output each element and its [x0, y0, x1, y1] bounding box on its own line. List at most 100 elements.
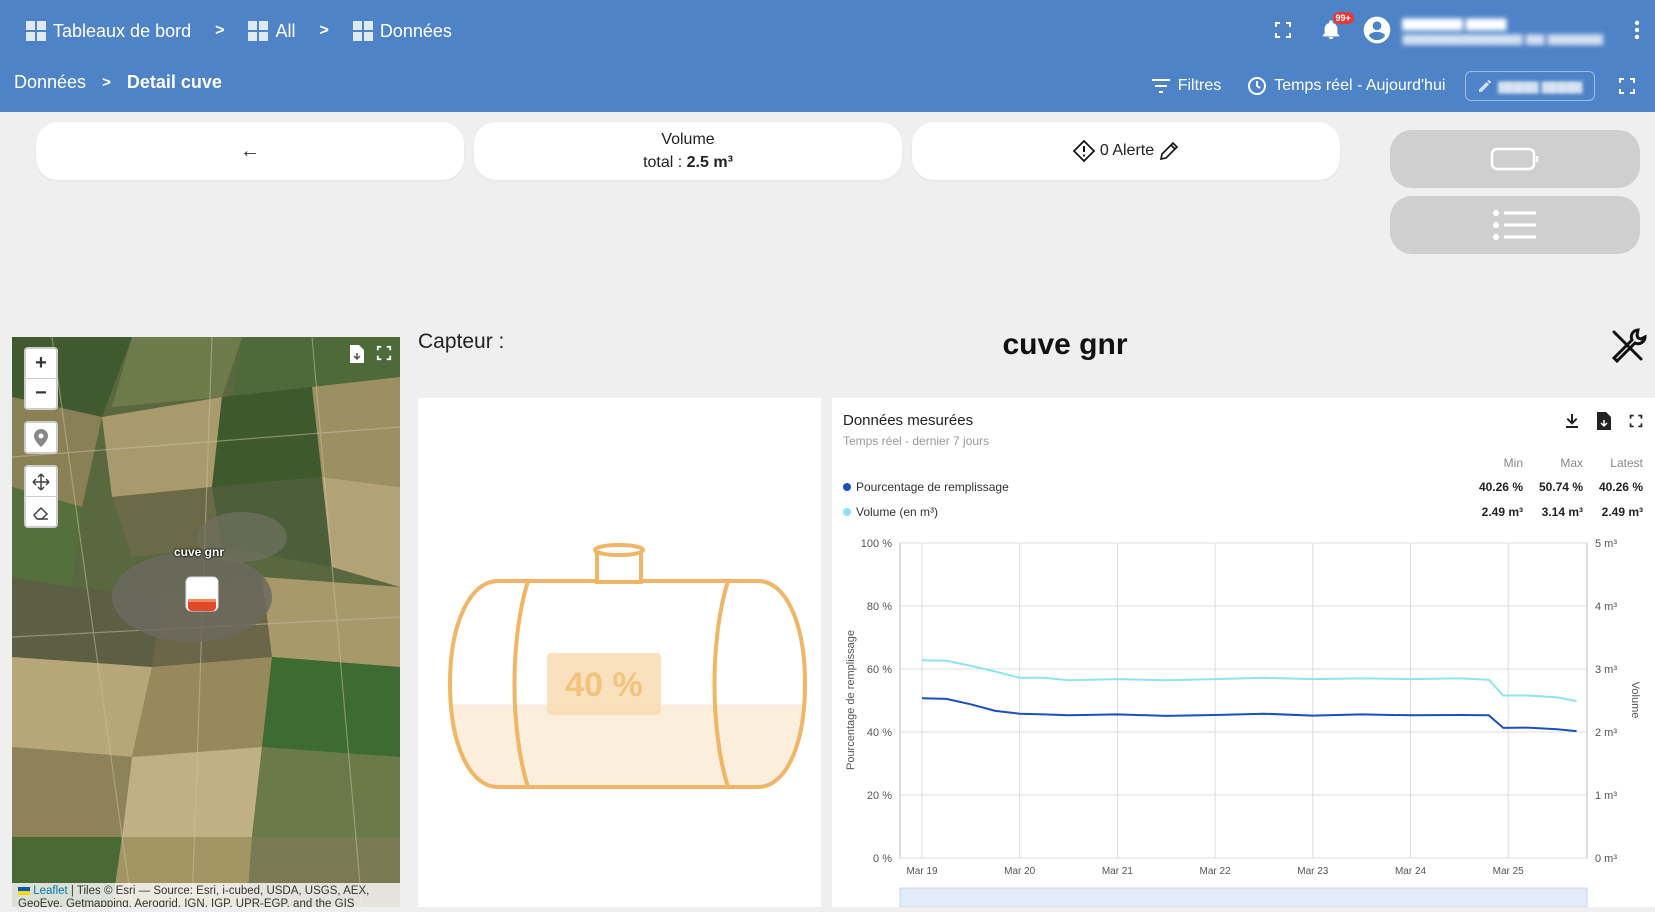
account-circle-icon — [1363, 16, 1390, 44]
fullscreen-icon — [376, 345, 392, 361]
breadcrumb-donnees[interactable]: Données — [352, 20, 452, 42]
clock-icon — [1248, 77, 1267, 95]
fullscreen-app-button[interactable] — [1265, 12, 1301, 48]
stat-max: 50.74 % — [1538, 479, 1583, 494]
y-axis-left-title: Pourcentage de remplissage — [845, 630, 857, 770]
breadcrumb-separator: > — [319, 22, 329, 39]
download-icon — [1566, 414, 1578, 428]
edit-control — [24, 465, 58, 528]
download-button[interactable] — [1561, 410, 1583, 432]
series-line-fill-percent — [921, 697, 1577, 733]
y-tick-right-label: 5 m³ — [1595, 538, 1617, 550]
back-button[interactable]: ← — [36, 122, 464, 180]
sensor-label: Capteur : — [418, 330, 505, 353]
y-tick-left-label: 80 % — [867, 601, 892, 613]
breadcrumb-donnees-label: Données — [379, 20, 452, 41]
alert-diamond-icon — [1072, 139, 1096, 163]
edit-mode-button[interactable]: ▆▆▆▆ ▆▆▆▆ — [1465, 71, 1595, 101]
map-export-button[interactable] — [350, 345, 364, 368]
volume-total-prefix: total : — [643, 154, 687, 171]
tank-fill-level — [450, 704, 805, 787]
more-vert-icon — [1634, 20, 1640, 40]
map-attribution: Leaflet | Tiles © Esri — Source: Esri, i… — [12, 883, 400, 907]
map-tiles — [12, 337, 400, 907]
range-navigator — [899, 887, 1588, 907]
list-view-button[interactable] — [1390, 196, 1640, 254]
x-tick-label: Mar 22 — [1200, 866, 1232, 877]
breadcrumb-all-label: All — [275, 20, 296, 41]
leaflet-link[interactable]: Leaflet — [33, 885, 68, 897]
series-line-volume — [921, 659, 1577, 703]
breadcrumb-dashboards-label: Tableaux de bord — [53, 20, 192, 41]
export-file-button[interactable] — [1593, 410, 1615, 432]
chart-actions — [1561, 410, 1647, 432]
zoom-control: + − — [24, 347, 58, 410]
fullscreen-dashboard-button[interactable] — [1609, 68, 1645, 104]
y-tick-left-label: 100 % — [861, 538, 892, 550]
series-color-dot — [843, 507, 851, 516]
satellite-map[interactable]: + − cuve gnr Leaflet | Tiles © Esri — So… — [12, 337, 400, 907]
breadcrumb-dashboards[interactable]: Tableaux de bord — [26, 21, 191, 42]
alert-count-label: 0 Alerte — [1099, 142, 1155, 159]
fullscreen-icon — [1619, 78, 1635, 94]
tools-icon[interactable] — [1608, 326, 1648, 366]
ukraine-flag-icon — [18, 886, 30, 895]
edit-mode-label-redacted: ▆▆▆▆ ▆▆▆▆ — [1498, 78, 1582, 93]
battery-button[interactable] — [1390, 130, 1640, 188]
breadcrumb-parent[interactable]: Données — [14, 72, 87, 92]
breadcrumb-all[interactable]: All — [248, 21, 295, 42]
legend-entry-fill: Pourcentage de remplissage — [843, 480, 1463, 494]
tank-marker-icon[interactable] — [184, 575, 220, 613]
filters-button[interactable]: Filtres — [1147, 77, 1226, 95]
alert-card[interactable]: 0 Alerte — [912, 122, 1340, 180]
move-button[interactable] — [26, 467, 56, 497]
location-pin-icon — [34, 428, 48, 447]
tiles-attribution-text: | Tiles © Esri — Source: Esri, i-cubed, … — [18, 885, 370, 907]
more-menu-button[interactable] — [1619, 12, 1655, 48]
y-tick-left-label: 60 % — [867, 664, 892, 676]
filter-icon — [1151, 79, 1170, 93]
zoom-out-button[interactable]: − — [35, 382, 47, 404]
dashboard-grid-icon — [248, 21, 269, 41]
dashboard-grid-icon — [26, 21, 46, 41]
stat-latest: 2.49 m³ — [1601, 504, 1643, 519]
volume-card: Volume total : 2.5 m³ — [474, 122, 902, 180]
y-tick-right-label: 0 m³ — [1595, 853, 1617, 865]
bell-icon — [1322, 20, 1339, 40]
y-tick-right-label: 3 m³ — [1595, 664, 1617, 676]
user-menu[interactable]: ▆▆▆▆▆▆ ▆▆▆▆ ▆▆▆▆▆▆▆▆▆▆▆▆▆ ▆▆ ▆▆▆▆▆▆ — [1361, 14, 1603, 46]
time-window-button[interactable]: Temps réel - Aujourd'hui — [1243, 76, 1449, 96]
stat-header-max: Max — [1560, 456, 1583, 470]
dashboard-toolbar: Filtres Temps réel - Aujourd'hui ▆▆▆▆ ▆▆… — [1147, 68, 1645, 104]
chart-legend-table: Min Max Latest Pourcentage de remplissag… — [843, 456, 1643, 524]
x-tick-label: Mar 19 — [906, 866, 938, 877]
volume-total-value: 2.5 m³ — [686, 154, 733, 171]
chart-subtitle: Temps réel - dernier 7 jours — [843, 434, 990, 448]
plot-frame — [899, 542, 1588, 859]
dashboard-breadcrumb: Tableaux de bord > All > Données — [26, 14, 452, 48]
locate-button[interactable] — [26, 423, 56, 452]
zoom-in-button[interactable]: + — [26, 349, 56, 379]
x-tick-label: Mar 21 — [1102, 866, 1134, 877]
legend-row-fill[interactable]: Pourcentage de remplissage 40.26 % 50.74… — [843, 474, 1643, 499]
map-fullscreen-button[interactable] — [376, 345, 392, 366]
eraser-button[interactable] — [26, 497, 56, 526]
sensor-name-title: cuve gnr — [1002, 328, 1128, 361]
chart-fullscreen-button[interactable] — [1625, 410, 1647, 432]
locate-control — [24, 421, 58, 454]
tank-gauge-panel: 40 % — [418, 398, 821, 907]
legend-row-volume[interactable]: Volume (en m³) 2.49 m³ 3.14 m³ 2.49 m³ — [843, 499, 1643, 524]
stat-min: 40.26 % — [1478, 479, 1523, 494]
notifications-badge: 99+ — [1332, 12, 1354, 24]
volume-total: total : 2.5 m³ — [643, 151, 733, 174]
x-tick-label: Mar 23 — [1297, 866, 1329, 877]
breadcrumb-current: Detail cuve — [126, 72, 222, 92]
file-export-icon — [350, 345, 364, 363]
legend-entry-volume: Volume (en m³) — [843, 505, 1463, 519]
y-tick-left-label: 40 % — [867, 727, 892, 739]
fullscreen-icon — [1629, 414, 1643, 428]
notifications-button[interactable]: 99+ — [1313, 12, 1354, 48]
pencil-icon — [1479, 79, 1492, 92]
stat-latest: 40.26 % — [1598, 479, 1643, 494]
legend-label: Volume (en m³) — [856, 504, 939, 519]
